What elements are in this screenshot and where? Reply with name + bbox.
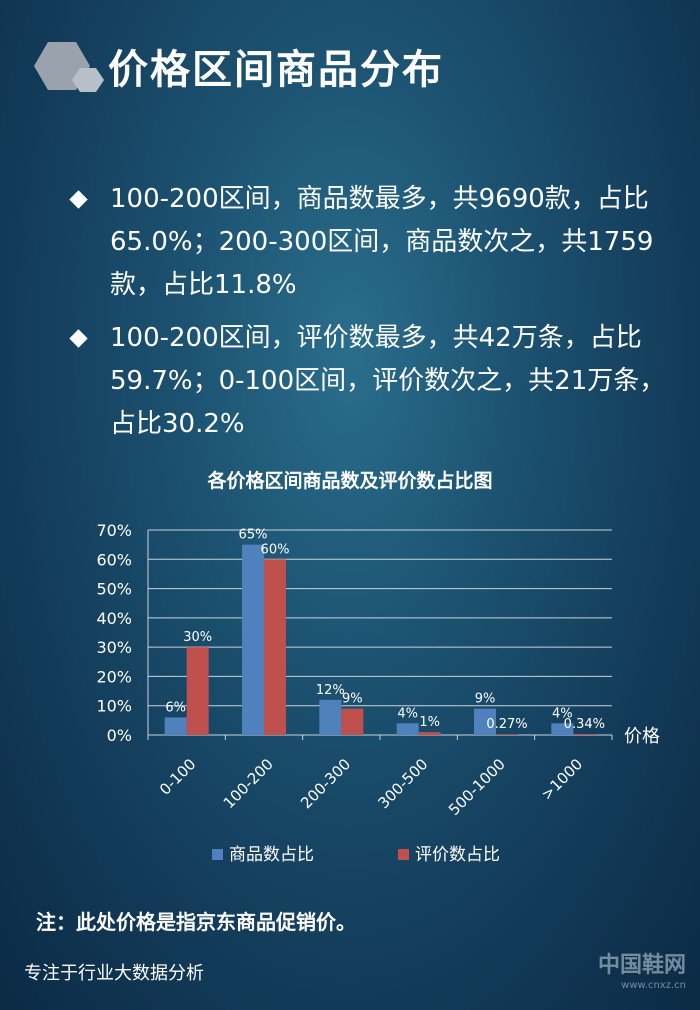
x-tick-label: 0-100 xyxy=(156,755,200,799)
y-tick-label: 10% xyxy=(96,697,132,716)
diamond-bullet-icon xyxy=(69,190,88,209)
page-title: 价格区间商品分布 xyxy=(108,47,444,93)
x-tick-label: 500-1000 xyxy=(445,755,509,819)
price-note: 注：此处价格是指京东商品促销价。 xyxy=(36,910,356,934)
x-axis-label: 价格 xyxy=(624,726,660,747)
bar-product-share xyxy=(396,723,419,735)
legend-swatch xyxy=(398,849,409,860)
bar-product-share xyxy=(319,699,342,735)
diamond-bullet-icon xyxy=(69,329,88,348)
bullet-list: 100-200区间，商品数最多，共9690款，占比65.0%；200-300区间… xyxy=(68,178,668,456)
data-label: 12% xyxy=(316,683,345,698)
y-tick-label: 0% xyxy=(107,726,132,745)
bullet-item: 100-200区间，商品数最多，共9690款，占比65.0%；200-300区间… xyxy=(68,178,668,307)
bar-review-share xyxy=(573,734,596,735)
data-label: 9% xyxy=(475,692,496,707)
bullet-item: 100-200区间，评价数最多，共42万条，占比59.7%；0-100区间，评价… xyxy=(68,317,668,446)
data-label: 60% xyxy=(261,542,290,557)
data-label: 0.27% xyxy=(486,717,527,732)
bullet-text: 100-200区间，评价数最多，共42万条，占比59.7%；0-100区间，评价… xyxy=(110,323,666,439)
x-tick-label: 300-500 xyxy=(374,755,431,812)
data-label: 30% xyxy=(183,630,212,645)
hexagon-decoration-icon xyxy=(34,42,104,92)
y-tick-label: 30% xyxy=(96,638,132,657)
y-tick-label: 40% xyxy=(96,609,132,628)
x-tick-label: 100-200 xyxy=(220,755,277,812)
bar-product-share xyxy=(164,717,187,735)
watermark-url: www.cnxz.cn xyxy=(621,980,686,991)
bar-product-share xyxy=(242,544,264,735)
chart-title: 各价格区间商品数及评价数占比图 xyxy=(206,469,492,492)
data-label: 65% xyxy=(239,528,268,543)
watermark-text: 中国鞋网 xyxy=(597,953,686,978)
bar-product-share xyxy=(474,708,496,735)
y-tick-label: 20% xyxy=(96,667,132,686)
bullet-text: 100-200区间，商品数最多，共9690款，占比65.0%；200-300区间… xyxy=(110,184,654,300)
bar-review-share xyxy=(264,559,286,735)
data-label: 4% xyxy=(397,706,418,721)
data-label: 0.34% xyxy=(564,717,605,732)
y-tick-label: 50% xyxy=(96,580,132,599)
x-tick-label: 200-300 xyxy=(297,755,354,812)
data-label: 9% xyxy=(342,692,363,707)
legend-swatch xyxy=(212,849,223,860)
x-tick-label: >1000 xyxy=(538,755,587,804)
bar-review-share xyxy=(186,647,209,735)
bar-product-share xyxy=(551,723,574,735)
legend-label: 商品数占比 xyxy=(229,845,314,865)
data-label: 1% xyxy=(419,715,440,730)
footer-text: 专注于行业大数据分析 xyxy=(24,963,204,984)
price-range-bar-chart: 各价格区间商品数及评价数占比图 0% 10% 20% 30% 40% 50% 60% 70% 0-… xyxy=(96,469,660,865)
bar-review-share xyxy=(496,734,518,736)
y-tick-label: 70% xyxy=(96,521,132,540)
watermark-logo: 中国鞋网 www.cnxz.cn xyxy=(598,952,686,992)
y-tick-label: 60% xyxy=(96,550,132,569)
data-label: 6% xyxy=(165,700,186,715)
data-label: 4% xyxy=(552,706,573,721)
bar-review-share xyxy=(418,732,441,735)
bar-review-share xyxy=(341,708,364,735)
legend-label: 评价数占比 xyxy=(415,845,500,865)
